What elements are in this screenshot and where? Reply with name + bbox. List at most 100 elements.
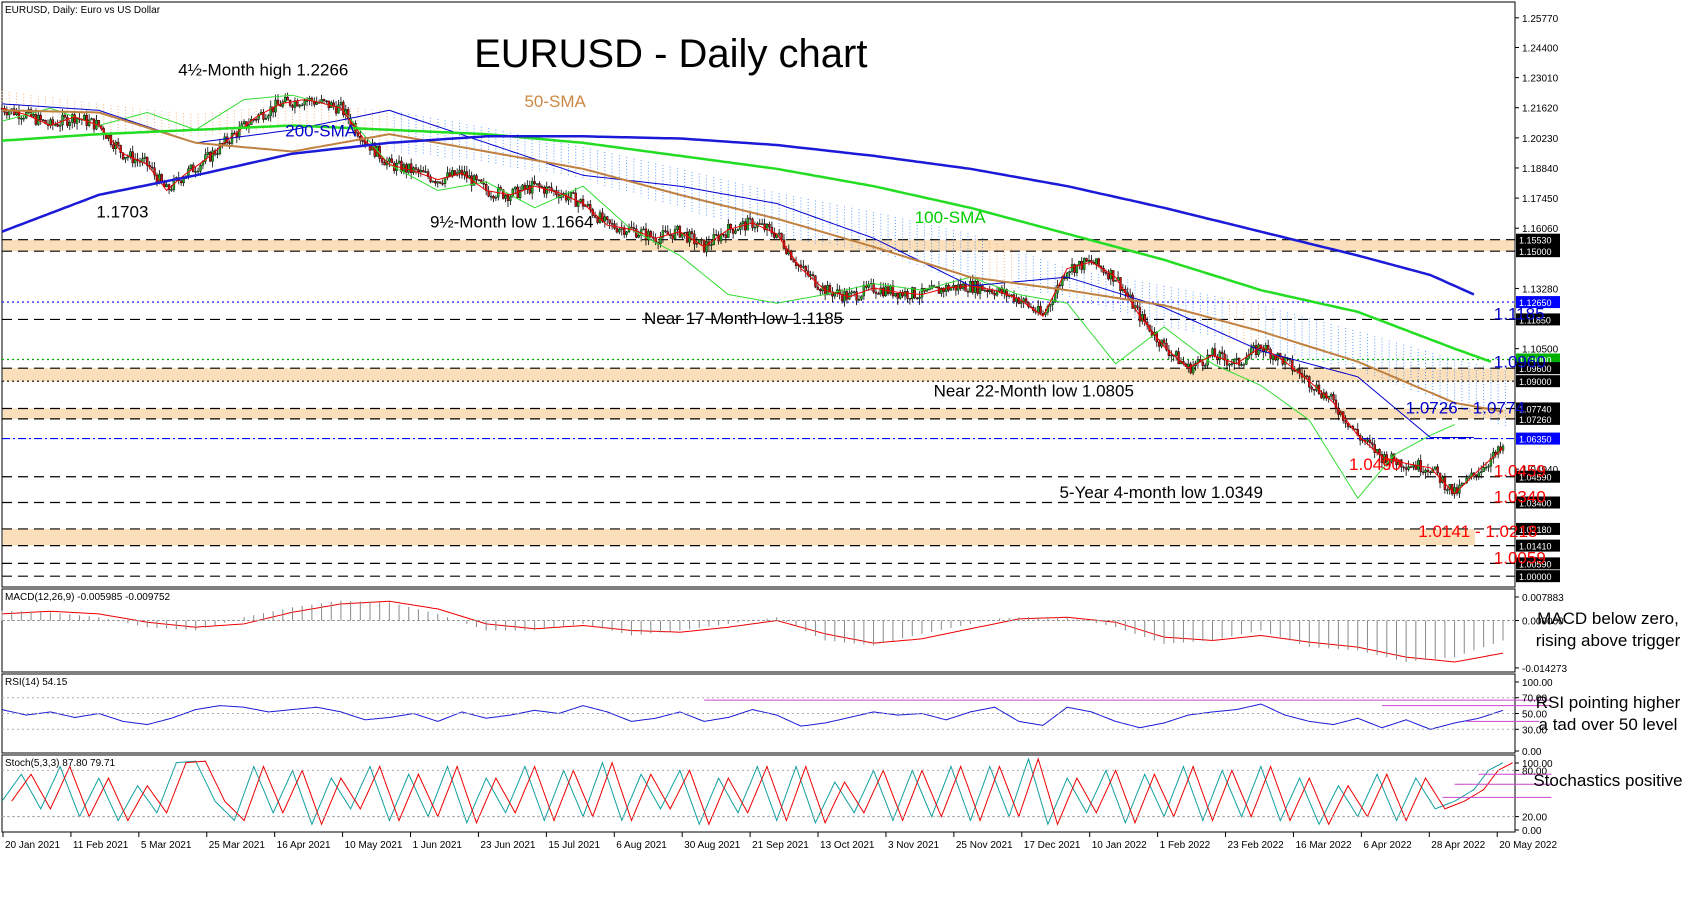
support-resistance-zone <box>3 368 1514 382</box>
candle-body <box>857 299 861 301</box>
candle-body <box>1165 342 1168 351</box>
price-annotation: 9½-Month low 1.1664 <box>430 212 594 231</box>
level-tag-label: 1.06350 <box>1519 435 1552 445</box>
price-tick-label: 1.17450 <box>1522 194 1559 205</box>
candle-body <box>538 183 541 187</box>
candle-body <box>1426 469 1430 473</box>
candle-body <box>494 196 498 199</box>
chart-annotations: EURUSD - Daily chart 4½-Month high 1.2266… <box>96 32 1682 790</box>
candle-body <box>777 232 781 235</box>
candle-body <box>267 115 270 119</box>
level-tag-label: 1.12650 <box>1519 298 1552 308</box>
level-tag <box>1516 539 1560 552</box>
candle-body <box>397 160 401 164</box>
candle-body <box>216 153 219 155</box>
candle-body <box>32 114 35 117</box>
candle-body <box>489 195 493 198</box>
candle-body <box>288 99 292 106</box>
candle-body <box>773 233 776 238</box>
level-tag <box>1516 296 1560 309</box>
candle-body <box>1066 272 1069 279</box>
candle-body <box>1250 347 1253 355</box>
candle-body <box>659 236 662 244</box>
level-tag <box>1516 557 1560 570</box>
candle-body <box>1240 364 1243 366</box>
candle-body <box>83 114 86 121</box>
candle-body <box>194 171 197 173</box>
candle-body <box>898 292 902 299</box>
candle-body <box>543 187 546 194</box>
candle-body <box>753 226 757 229</box>
candle-body <box>165 184 168 188</box>
price-panel-frame <box>1 1 1516 588</box>
rsi-tick-label: 100.00 <box>1522 678 1553 689</box>
candle-body <box>257 114 260 120</box>
candle-body <box>816 286 820 290</box>
level-tag-label: 1.09600 <box>1519 364 1552 374</box>
candle-body <box>1271 355 1275 360</box>
candle-body <box>683 231 686 234</box>
level-tag <box>1516 470 1560 483</box>
candle-body <box>1024 298 1028 303</box>
candle-body <box>809 274 812 276</box>
candle-body <box>1201 361 1205 366</box>
x-tick-label: 17 Dec 2021 <box>1024 840 1081 851</box>
candle-body <box>528 185 531 194</box>
candle-body <box>768 223 771 228</box>
x-tick-label: 28 Apr 2022 <box>1431 840 1485 851</box>
candle-body <box>68 122 71 126</box>
candle-body <box>606 216 609 220</box>
candle-body <box>906 290 909 299</box>
candle-body <box>322 99 326 101</box>
price-annotation: 1.1703 <box>96 203 148 222</box>
level-tag <box>1516 375 1560 388</box>
candle-body <box>625 231 628 235</box>
candle-body <box>637 235 640 238</box>
candle-body <box>1388 461 1391 465</box>
candle-body <box>1218 351 1221 361</box>
sma200-line <box>1 135 1475 296</box>
indicator-lines <box>1 94 1513 826</box>
candle-body <box>603 216 607 222</box>
candle-body <box>1068 271 1071 274</box>
candle-body <box>44 120 47 125</box>
candle-body <box>356 132 360 137</box>
price-tick-label: 1.24400 <box>1522 44 1559 55</box>
candle-body <box>8 111 11 116</box>
price-annotation: 5-Year 4-month low 1.0349 <box>1059 483 1263 502</box>
candle-body <box>1312 389 1316 391</box>
candle-body <box>780 232 783 240</box>
candle-body <box>1402 466 1405 469</box>
stoch-panel-frame <box>1 754 1516 833</box>
candle-body <box>1460 483 1464 486</box>
candle-body <box>843 291 846 302</box>
candle-body <box>1228 363 1231 366</box>
candle-body <box>1095 258 1098 265</box>
candle-body <box>1496 446 1500 455</box>
macd-panel-frame <box>1 588 1516 673</box>
rsi-line <box>1 703 1504 730</box>
candle-body <box>1187 363 1190 367</box>
stoch-panel-title: Stoch(5,3,3) 87.80 79.71 <box>5 758 116 769</box>
candle-body <box>661 230 665 238</box>
level-tag <box>1516 362 1560 375</box>
price-tick-label: 1.23010 <box>1522 74 1559 85</box>
candle-body <box>1078 260 1081 265</box>
candle-body <box>540 186 544 188</box>
candle-body <box>380 158 384 163</box>
candle-body <box>894 293 897 297</box>
candle-body <box>1233 359 1236 364</box>
candle-body <box>443 177 447 184</box>
price-annotation: 1.0459 <box>1494 462 1546 481</box>
candle-body <box>852 291 856 293</box>
candle-body <box>928 288 931 291</box>
candle-body <box>1061 276 1064 286</box>
candle-body <box>1080 260 1083 270</box>
candle-body <box>412 167 415 173</box>
candle-body <box>722 233 725 236</box>
candle-body <box>511 188 515 197</box>
level-tag <box>1516 432 1560 445</box>
candle-body <box>56 124 59 127</box>
candle-body <box>1162 339 1166 344</box>
rsi-tick-label: 30.00 <box>1522 725 1547 736</box>
